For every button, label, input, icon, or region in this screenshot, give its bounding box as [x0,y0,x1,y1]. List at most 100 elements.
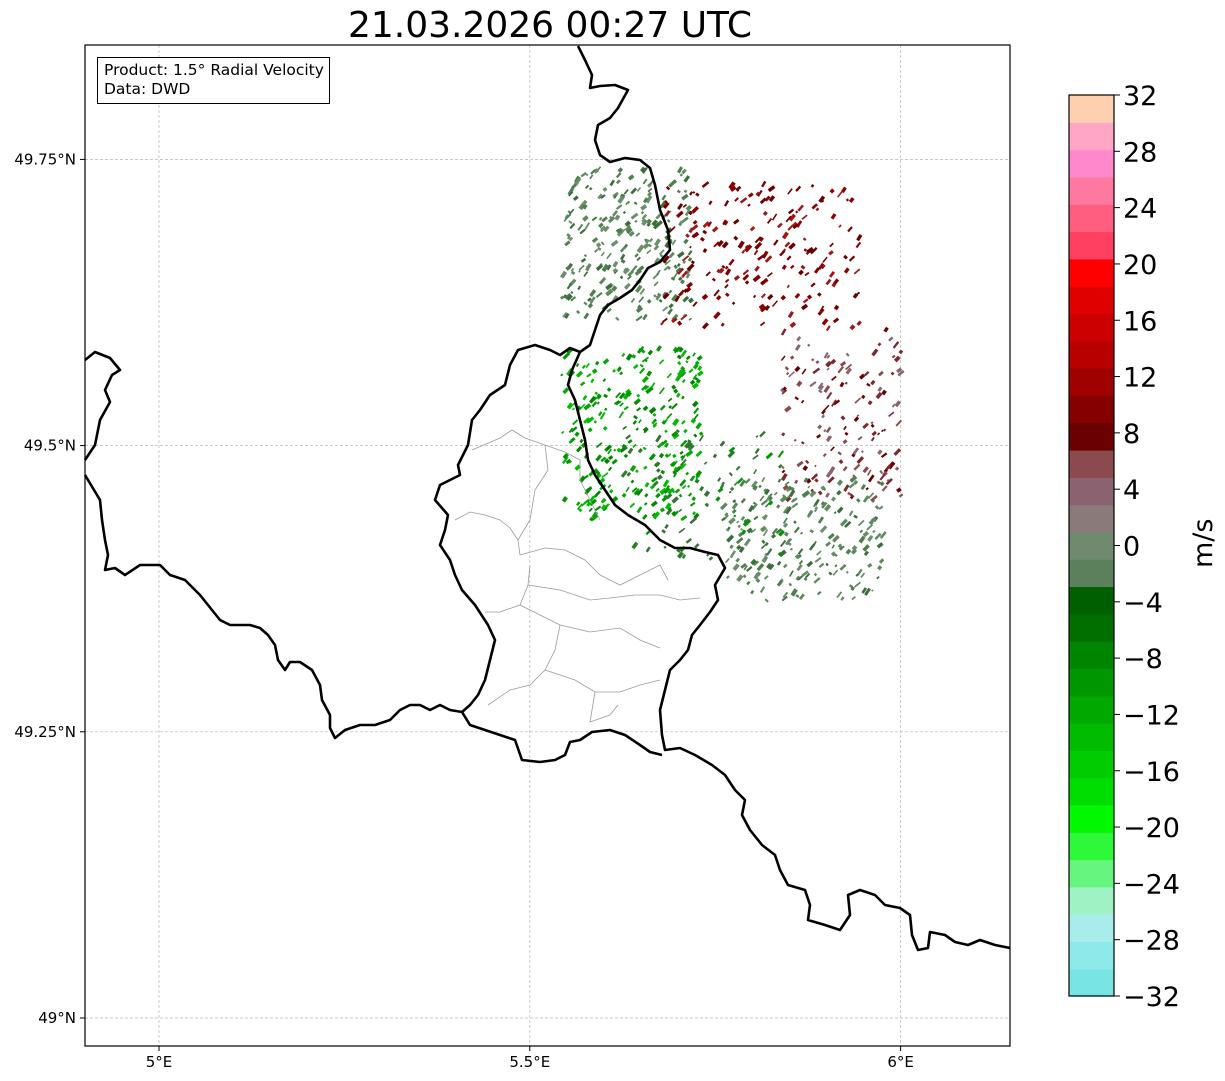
velocity-echo [692,374,698,380]
velocity-echo [729,550,737,559]
velocity-echo [691,234,696,239]
velocity-echo [708,200,713,206]
velocity-echo [611,458,618,465]
velocity-echo [829,242,834,248]
velocity-echo [672,510,679,517]
velocity-echo [644,358,648,363]
velocity-echo [852,474,855,478]
colorbar-band [1069,832,1114,861]
colorbar-tick-label: 16 [1123,306,1157,337]
velocity-echo [760,544,766,550]
velocity-echo [764,304,771,311]
velocity-echo [593,168,600,174]
velocity-echo [574,464,582,471]
velocity-echo [690,475,696,482]
velocity-echo [780,578,784,582]
velocity-echo [796,564,803,572]
velocity-echo [834,553,838,558]
velocity-echo [603,393,608,399]
velocity-echo [692,352,696,357]
velocity-echo [681,454,686,461]
velocity-echo [575,363,580,368]
velocity-echo [648,238,654,243]
velocity-echo [839,381,845,388]
velocity-echo [810,184,815,188]
velocity-echo [644,385,650,391]
velocity-echo [768,563,775,571]
velocity-echo [681,420,686,425]
velocity-echo [830,446,835,452]
lat-tick-label: 49°N [38,1009,76,1027]
velocity-echo [795,185,802,192]
velocity-echo [877,386,883,392]
velocity-echo [678,220,684,227]
velocity-echo [740,497,746,504]
velocity-echo [636,407,642,412]
velocity-echo [578,202,586,211]
velocity-echo [673,264,678,270]
velocity-echo [781,231,789,240]
velocity-echo [817,292,822,297]
velocity-echo [680,314,688,321]
velocity-echo [888,336,894,342]
velocity-echo [851,596,856,601]
velocity-echo [702,248,708,253]
velocity-echo [645,218,652,225]
velocity-echo [619,402,624,407]
velocity-echo [890,371,895,376]
velocity-echo [842,465,848,472]
velocity-echo [888,411,895,418]
velocity-echo [763,575,769,580]
velocity-echo [597,454,602,459]
velocity-echo [619,246,627,253]
velocity-echo [877,449,883,455]
velocity-echo [780,387,786,393]
velocity-echo [736,477,744,484]
velocity-echo [677,551,685,559]
velocity-echo [604,444,612,452]
velocity-echo [650,500,658,508]
velocity-echo [611,285,618,292]
velocity-echo [617,227,624,234]
velocity-echo [579,438,584,444]
velocity-echo [850,493,855,498]
velocity-echo [643,197,649,204]
velocity-echo [788,371,796,378]
velocity-echo [805,459,810,465]
velocity-echo [578,508,583,513]
velocity-echo [815,207,820,212]
velocity-echo [848,255,856,262]
velocity-echo [665,502,672,510]
velocity-echo [687,484,691,488]
velocity-echo [782,484,789,491]
velocity-echo [692,511,697,516]
velocity-echo [807,509,814,517]
velocity-echo [877,432,881,436]
velocity-echo [680,439,688,448]
velocity-echo [690,260,695,265]
velocity-echo [828,250,834,256]
velocity-echo [570,296,577,302]
velocity-echo [767,185,776,193]
velocity-echo [691,382,699,390]
velocity-echo [688,368,694,374]
velocity-echo [616,447,622,453]
velocity-echo [694,543,700,549]
velocity-echo [671,402,678,410]
velocity-echo [898,493,904,498]
velocity-echo [787,188,793,195]
velocity-echo [781,264,787,270]
colorbar-band [1069,941,1114,970]
velocity-echo [733,274,740,281]
velocity-echo [672,418,680,427]
velocity-echo [692,190,696,194]
velocity-echo [750,590,755,595]
velocity-echo [662,317,668,323]
velocity-echo [794,396,799,401]
velocity-echo [893,448,902,456]
velocity-echo [633,201,638,205]
velocity-echo [836,591,843,599]
velocity-echo [782,522,789,528]
velocity-echo [639,288,646,295]
velocity-echo [681,168,687,175]
